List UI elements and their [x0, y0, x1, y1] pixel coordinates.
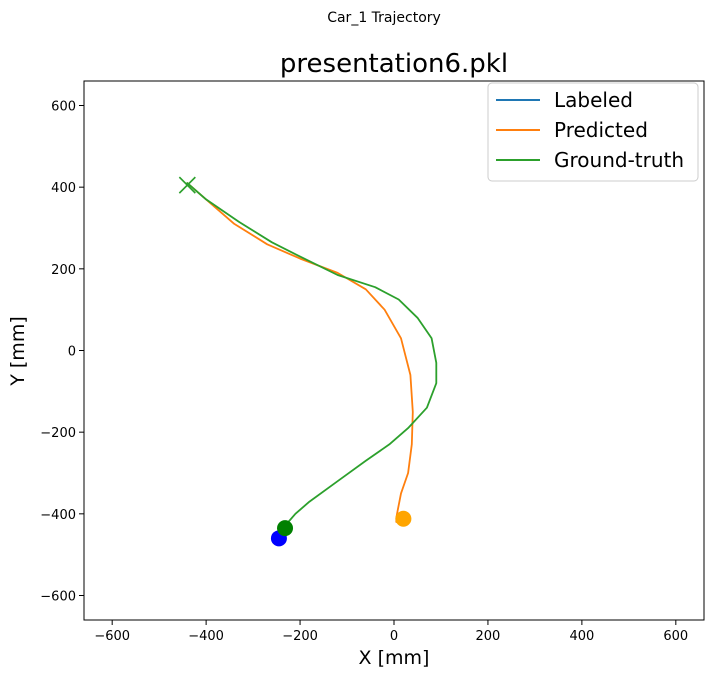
x-axis-ticks: −600 −400 −200 0 200 400 600 [94, 620, 688, 644]
y-tick-label: 400 [51, 181, 76, 196]
x-tick-label: 400 [569, 629, 594, 644]
legend: Labeled Predicted Ground-truth [487, 82, 699, 182]
legend-entry-label: Predicted [554, 118, 648, 142]
start-x-marker-stroke [178, 176, 196, 194]
legend-box [487, 82, 699, 182]
x-tick-label: 600 [663, 629, 688, 644]
y-tick-label: 0 [68, 345, 76, 360]
x-tick-label: 0 [390, 629, 398, 644]
y-tick-label: 200 [51, 263, 76, 278]
x-axis-label: X [mm] [359, 647, 430, 669]
ground-truth-end-marker [277, 520, 294, 537]
x-tick-label: −600 [94, 629, 130, 644]
plot-area [178, 176, 438, 547]
figure-suptitle: Car_1 Trajectory [327, 10, 441, 26]
plot-frame [83, 80, 705, 621]
y-tick-label: 600 [51, 100, 76, 115]
predicted-end-marker [395, 510, 412, 527]
y-tick-label: −600 [40, 590, 76, 605]
y-tick-label: −400 [40, 508, 76, 523]
legend-entry-label: Labeled [554, 88, 633, 112]
x-tick-label: −200 [282, 629, 318, 644]
chart-title: presentation6.pkl [280, 49, 508, 79]
y-tick-label: −200 [40, 426, 76, 441]
ground-truth-trajectory-line [186, 182, 438, 529]
predicted-trajectory-line [186, 182, 414, 523]
legend-entry-label: Ground-truth [554, 148, 684, 172]
y-axis-label: Y [mm] [7, 316, 29, 387]
y-axis-ticks: −600 −400 −200 0 200 400 600 [40, 100, 84, 605]
x-tick-label: −400 [188, 629, 224, 644]
x-tick-label: 200 [476, 629, 501, 644]
